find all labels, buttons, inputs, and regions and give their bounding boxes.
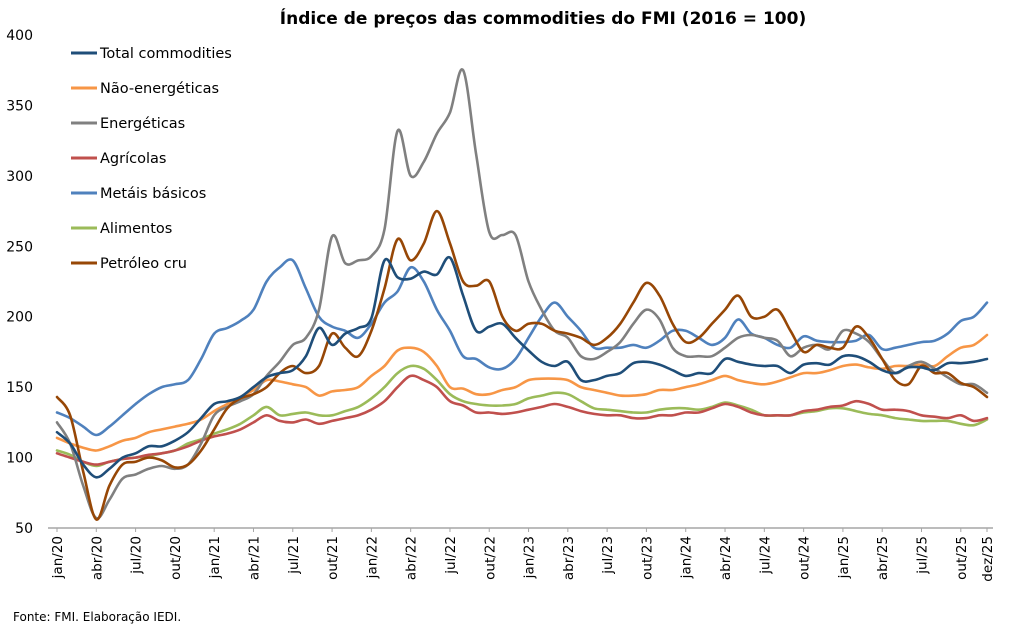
series-lines [55, 68, 989, 521]
x-tick-label: abr/25 [875, 536, 891, 580]
x-tick-label: dez/25 [980, 536, 996, 582]
x-tick-label: abr/22 [404, 536, 420, 580]
x-tick-label: abr/21 [246, 536, 262, 580]
legend-item-nao-energeticas: Não-energéticas [71, 81, 219, 97]
legend: Total commodities Não-energéticas Energéti… [71, 46, 232, 272]
source-note: Fonte: FMI. Elaboração IEDI. [13, 610, 182, 624]
x-tick-label: out/20 [168, 536, 184, 580]
x-axis: jan/20 abr/20 jul/20 out/20 jan/21 abr/21 jul/… [50, 528, 996, 582]
legend-label: Agrícolas [100, 151, 166, 167]
series-line-nao-energeticas [55, 333, 989, 452]
x-tick-label: jul/20 [129, 536, 145, 575]
series-line-metais-basicos [55, 258, 989, 437]
y-tick-label: 150 [6, 380, 33, 396]
x-tick-label: abr/24 [718, 536, 734, 580]
legend-item-alimentos: Alimentos [71, 221, 172, 237]
x-tick-label: out/23 [639, 536, 655, 580]
series-line-petroleo-cru [55, 209, 989, 521]
legend-item-total-commodities: Total commodities [71, 46, 232, 62]
y-tick-label: 250 [6, 239, 33, 255]
y-tick-label: 50 [15, 521, 33, 537]
y-tick-label: 200 [6, 310, 33, 326]
x-tick-label: jul/24 [757, 536, 773, 575]
y-tick-label: 300 [6, 169, 33, 185]
x-tick-label: jan/23 [522, 536, 538, 579]
x-tick-label: abr/20 [89, 536, 105, 580]
x-tick-label: jul/22 [443, 536, 459, 575]
legend-label: Total commodities [99, 46, 232, 62]
legend-label: Não-energéticas [100, 81, 219, 97]
x-tick-label: jan/20 [50, 536, 66, 579]
legend-item-agricolas: Agrícolas [71, 151, 166, 167]
y-tick-label: 350 [6, 98, 33, 114]
x-tick-label: jan/25 [836, 536, 852, 579]
y-axis: 50 100 150 200 250 300 350 400 [6, 28, 33, 537]
legend-item-energeticas: Energéticas [71, 116, 185, 132]
chart-title: Índice de preços das commodities do FMI … [280, 7, 806, 29]
y-tick-label: 400 [6, 28, 33, 44]
x-tick-label: abr/23 [561, 536, 577, 580]
y-tick-label: 100 [6, 451, 33, 467]
x-tick-label: out/24 [797, 536, 813, 580]
x-tick-label: jul/25 [915, 536, 931, 575]
legend-label: Energéticas [100, 116, 185, 132]
legend-item-metais-basicos: Metáis básicos [71, 186, 206, 202]
x-tick-label: jul/21 [286, 536, 302, 575]
series-line-total-commodities [55, 255, 989, 479]
legend-label: Alimentos [100, 221, 172, 237]
series-line-alimentos [55, 364, 989, 468]
x-tick-label: out/22 [482, 536, 498, 580]
x-tick-label: jan/24 [679, 536, 695, 579]
legend-label: Petróleo cru [100, 256, 187, 272]
series-line-energeticas [55, 68, 989, 520]
x-tick-label: jan/21 [207, 536, 223, 579]
x-tick-label: out/25 [954, 536, 970, 580]
x-tick-label: jan/22 [364, 536, 380, 579]
x-tick-label: out/21 [325, 536, 341, 580]
series-line-agricolas [55, 374, 989, 466]
legend-label: Metáis básicos [100, 186, 206, 202]
x-tick-label: jul/23 [600, 536, 616, 575]
legend-item-petroleo-cru: Petróleo cru [71, 256, 187, 272]
